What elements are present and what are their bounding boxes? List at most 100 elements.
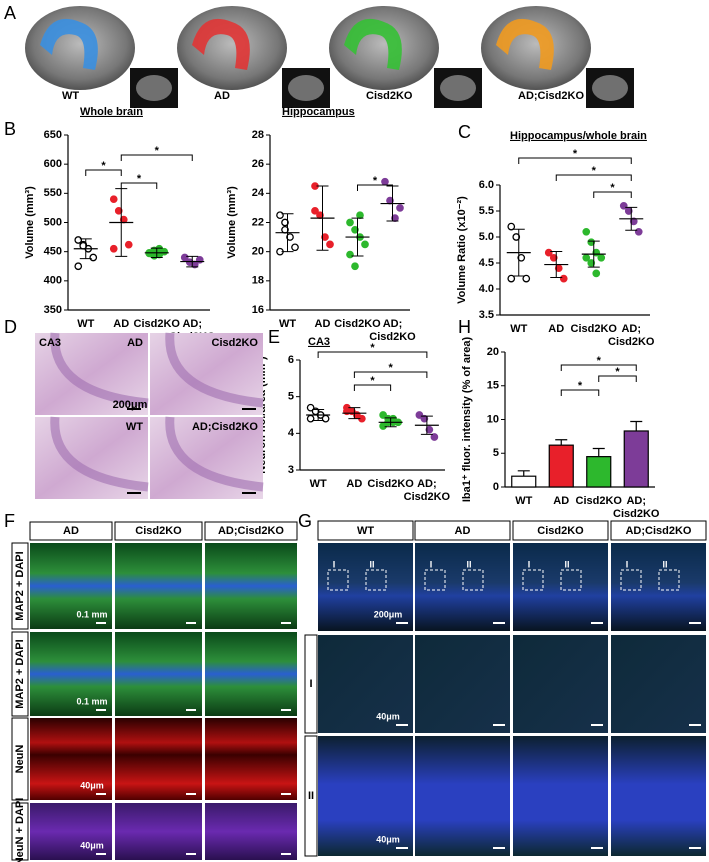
data-point bbox=[74, 262, 83, 271]
data-point bbox=[619, 201, 628, 210]
column-header: AD;Cisd2KO bbox=[625, 525, 691, 537]
micrograph bbox=[611, 635, 706, 733]
data-point bbox=[582, 227, 591, 236]
significance-bracket bbox=[353, 371, 428, 378]
data-point bbox=[114, 206, 123, 215]
column-header: Cisd2KO bbox=[135, 525, 182, 537]
significance-label: * bbox=[597, 355, 602, 367]
data-point bbox=[522, 274, 531, 283]
sd-bar bbox=[79, 238, 92, 260]
x-tick-label: Cisd2KO bbox=[134, 318, 181, 330]
column-header-box bbox=[414, 520, 511, 541]
significance-bracket bbox=[120, 182, 158, 189]
y-tick-label: 20 bbox=[252, 246, 264, 258]
column-header-box bbox=[512, 520, 609, 541]
significance-bracket bbox=[593, 191, 632, 198]
y-tick-label: 5 bbox=[288, 391, 294, 403]
y-tick-label: 550 bbox=[44, 187, 62, 199]
column-header: WT bbox=[357, 525, 374, 537]
bar bbox=[511, 475, 537, 488]
row-label-box bbox=[11, 717, 29, 801]
row-label-box bbox=[304, 634, 318, 734]
y-tick-label: 400 bbox=[44, 275, 62, 287]
genotype-label: Cisd2KO bbox=[366, 90, 413, 102]
significance-label: * bbox=[578, 380, 583, 392]
row-label-box bbox=[11, 631, 29, 717]
roi-box bbox=[620, 569, 642, 591]
hippocampus-render bbox=[192, 18, 250, 70]
sd-bar bbox=[384, 417, 397, 428]
genotype-label: AD;Cisd2KO bbox=[192, 421, 258, 433]
micrograph bbox=[115, 543, 202, 629]
x-tick-label: AD bbox=[315, 318, 331, 330]
roi-label: I bbox=[430, 559, 433, 569]
x-tick-label: WT bbox=[279, 318, 296, 330]
genotype-label: Cisd2KO bbox=[212, 337, 259, 349]
data-point bbox=[379, 411, 387, 419]
scale-label: 0.1 mm bbox=[76, 696, 107, 706]
significance-label: * bbox=[370, 375, 375, 387]
roi-label: II bbox=[369, 559, 374, 569]
significance-bracket bbox=[357, 184, 393, 191]
row-label: II bbox=[308, 790, 314, 802]
roi-label: I bbox=[333, 559, 336, 569]
significance-label: * bbox=[573, 148, 578, 160]
y-tick-label: 4.0 bbox=[479, 283, 494, 295]
data-point bbox=[321, 233, 329, 241]
column-header: AD;Cisd2KO bbox=[218, 525, 284, 537]
roi-label: II bbox=[466, 559, 471, 569]
row-label-box bbox=[11, 802, 29, 861]
micrograph bbox=[415, 635, 510, 733]
data-point bbox=[517, 253, 526, 262]
row-label-box bbox=[11, 542, 29, 630]
sd-bar bbox=[587, 240, 600, 268]
brain-render bbox=[329, 6, 439, 90]
x-tick-label: WT bbox=[515, 495, 532, 507]
y-tick-label: 5.0 bbox=[479, 231, 494, 243]
data-point bbox=[587, 259, 596, 267]
error-bar bbox=[630, 420, 643, 431]
panel-label: A bbox=[4, 3, 16, 23]
genotype-label: AD bbox=[127, 337, 143, 349]
y-tick-label: 350 bbox=[44, 304, 62, 316]
data-point bbox=[351, 262, 359, 271]
x-tick-label: AD bbox=[113, 318, 129, 330]
roi-box bbox=[424, 569, 446, 591]
data-point bbox=[281, 218, 289, 227]
x-tick-label: WT bbox=[510, 323, 527, 335]
sd-bar bbox=[420, 415, 433, 435]
micrograph bbox=[611, 736, 706, 856]
genotype-label: AD;Cisd2KO bbox=[518, 90, 584, 102]
y-tick-label: 28 bbox=[252, 129, 264, 141]
data-point bbox=[361, 240, 369, 249]
sd-bar bbox=[316, 185, 329, 251]
significance-label: * bbox=[388, 362, 393, 374]
data-point bbox=[512, 233, 521, 241]
y-axis-label: Volume (mm³) bbox=[24, 186, 36, 259]
error-bar bbox=[555, 439, 568, 446]
significance-bracket bbox=[560, 389, 600, 396]
significance-bracket bbox=[598, 375, 637, 382]
micrograph bbox=[513, 635, 608, 733]
significance-label: * bbox=[101, 160, 106, 172]
row-label: I bbox=[309, 678, 312, 690]
sd-bar bbox=[351, 217, 364, 257]
panel-label: E bbox=[268, 327, 280, 347]
sd-bar bbox=[150, 247, 163, 258]
data-point bbox=[351, 225, 359, 234]
significance-bracket bbox=[317, 351, 428, 358]
y-tick-label: 450 bbox=[44, 246, 62, 258]
y-tick-label: 6.0 bbox=[479, 179, 494, 191]
error-bar bbox=[592, 447, 605, 457]
significance-label: * bbox=[370, 342, 375, 354]
significance-label: * bbox=[592, 165, 597, 177]
y-tick-label: 4.5 bbox=[479, 257, 494, 269]
brain-render bbox=[177, 6, 287, 90]
data-point bbox=[507, 222, 516, 231]
significance-bracket bbox=[120, 154, 193, 161]
x-tick-label: Cisd2KO bbox=[334, 318, 381, 330]
x-tick-label: AD bbox=[553, 495, 569, 507]
row-label: NeuN bbox=[14, 745, 26, 774]
micrograph bbox=[205, 632, 297, 716]
